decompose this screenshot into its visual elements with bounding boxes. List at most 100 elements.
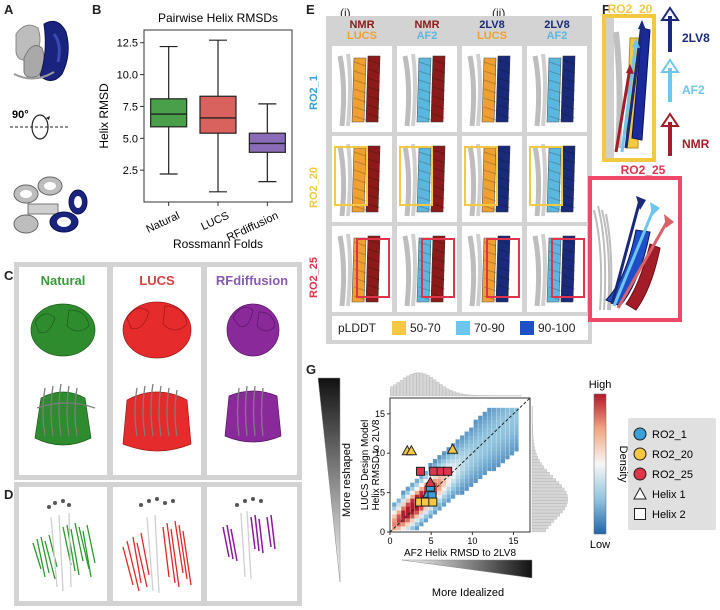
structure-cell-ro2_1-2 (397, 46, 457, 132)
density-bin (451, 478, 456, 483)
density-bin (441, 463, 447, 468)
density-bin (469, 427, 474, 432)
density-bin (505, 427, 510, 432)
density-bin (491, 431, 496, 436)
y-tick-label: 7.5 (123, 101, 138, 113)
density-bin (487, 455, 492, 460)
density-bin (446, 486, 451, 491)
density-bin (469, 478, 474, 483)
g-y-axis-label-line2: Helix RMSD to 2LV8 (371, 419, 382, 510)
legend-swatch-ro2_1 (633, 427, 647, 441)
plddt-label-90-100: 90-100 (538, 321, 576, 335)
right-hist-bar (531, 449, 536, 454)
density-bin (491, 466, 496, 472)
density-bin (432, 459, 438, 464)
plddt-swatch-90-100 (520, 321, 534, 335)
density-bin (491, 443, 496, 448)
density-bin (478, 474, 483, 480)
density-bin (469, 439, 474, 444)
col4-top: 2LV8 (544, 19, 570, 31)
right-hist-bar (531, 462, 542, 466)
density-bin (423, 478, 429, 483)
highlight-box-ro2-25 (356, 238, 390, 298)
density-bin (419, 494, 424, 499)
top-hist-bar (432, 379, 437, 397)
g-x-tick-label: 15 (509, 536, 519, 546)
density-bin (441, 490, 447, 495)
density-bin (464, 482, 469, 487)
density-bin (491, 451, 496, 456)
density-bin (491, 407, 496, 413)
right-hist-bar (531, 503, 567, 507)
density-bin (446, 455, 451, 460)
density-bin (500, 423, 506, 428)
col-header-2: NMR AF2 (397, 20, 457, 42)
density-bin (428, 514, 433, 519)
right-hist-bar (531, 484, 562, 488)
density-bin (496, 435, 501, 440)
density-bin (478, 466, 483, 472)
density-bin (487, 459, 492, 464)
g-x-tick-label: 5 (429, 536, 434, 546)
density-bin (405, 518, 410, 523)
density-bin (469, 459, 474, 464)
density-bin (423, 506, 429, 511)
marker-square-ro2_20 (428, 497, 438, 507)
density-bin (451, 494, 456, 499)
density-bin (441, 455, 447, 460)
density-bin (487, 427, 492, 432)
density-bin (392, 518, 397, 523)
density-bin (482, 411, 487, 416)
top-hist-bar (469, 394, 473, 397)
density-bin (509, 419, 515, 424)
top-hist-bar (406, 375, 410, 397)
density-bin (460, 466, 465, 472)
density-bin (401, 490, 406, 495)
density-bin (446, 490, 451, 495)
panel-c-col-natural: Natural (19, 267, 107, 475)
highlight-box-ro2-20 (464, 146, 498, 206)
density-bin (437, 455, 442, 460)
density-bin (464, 439, 469, 444)
density-bin (487, 451, 492, 456)
x-axis-label: Rossmann Folds (173, 237, 263, 251)
density-bin (514, 411, 519, 416)
density-bin (487, 439, 492, 444)
density-bin (496, 415, 501, 420)
density-bin (460, 439, 465, 444)
density-bin (410, 518, 415, 523)
density-bin (437, 482, 442, 487)
panel-label-a: A (4, 2, 14, 17)
legend-swatch-helix-1 (633, 486, 647, 500)
legend-swatch-helix-2 (634, 508, 646, 520)
col3-bottom: LUCS (477, 30, 507, 42)
density-colorbar (593, 393, 607, 535)
panel-label-b: B (92, 2, 102, 17)
density-bin (500, 427, 506, 432)
highlight-box-ro2-25 (551, 238, 585, 298)
right-hist-bar (531, 465, 545, 470)
density-bin (392, 506, 397, 511)
legend-label: RO2_25 (652, 469, 693, 481)
structure-cell-ro2_20-3 (462, 136, 522, 222)
density-bin (478, 447, 483, 452)
f-bottom-label: RO2_25 (620, 163, 666, 177)
density-bin (437, 478, 442, 483)
density-bin (392, 502, 397, 507)
right-hist-bar (531, 500, 568, 504)
g-y-tick-label: 5 (380, 488, 385, 498)
right-hist-bar (531, 468, 547, 473)
density-bin (428, 463, 433, 468)
density-bin (473, 419, 478, 424)
density-bin (514, 435, 519, 440)
rotation-label: 90° (12, 109, 29, 121)
legend-label: RO2_1 (652, 429, 687, 441)
right-hist-bar (531, 509, 563, 514)
density-bin (432, 474, 438, 480)
density-bin (514, 407, 519, 413)
col2-bottom: AF2 (416, 30, 438, 42)
structure-cell-ro2_25-3 (462, 226, 522, 312)
density-bin (455, 478, 460, 483)
density-bin (509, 423, 515, 428)
density-bin (478, 415, 483, 420)
